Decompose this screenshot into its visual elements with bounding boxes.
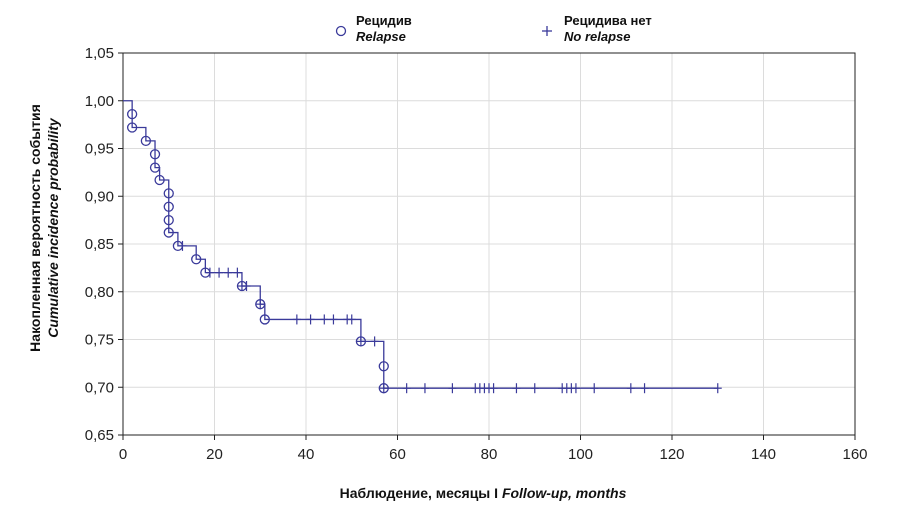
censored-point (320, 314, 329, 325)
censored-point (370, 336, 379, 347)
censored-point (329, 314, 338, 325)
censored-point (402, 383, 411, 394)
axes (118, 52, 856, 440)
legend-no-relapse-label: Рецидива нет (564, 13, 652, 28)
censored-point (640, 383, 649, 394)
y-axis-label-line2: Cumulative incidence probability (45, 117, 61, 338)
relapse-point (163, 227, 174, 238)
censored-point (224, 267, 233, 278)
x-tick-label: 20 (206, 446, 223, 463)
x-tick-label: 0 (119, 446, 127, 463)
y-tick-label: 1,05 (85, 45, 114, 62)
grid-lines (123, 53, 855, 435)
relapse-point (163, 201, 174, 212)
markers (126, 108, 722, 394)
censored-point (512, 383, 521, 394)
x-tick-label: 100 (568, 446, 593, 463)
censored-point (233, 267, 242, 278)
legend-no-relapse-label-italic: No relapse (564, 29, 630, 44)
legend-circle-marker (335, 25, 347, 37)
x-tick-label: 60 (389, 446, 406, 463)
y-tick-label: 0,85 (85, 236, 114, 253)
relapse-point (140, 135, 152, 147)
y-axis-label: Накопленная вероятность события Cumulati… (27, 104, 61, 352)
relapse-point (259, 314, 270, 325)
x-axis-label-italic: Follow-up, months (502, 485, 627, 501)
relapse-point (126, 108, 138, 120)
y-tick-label: 0,75 (85, 332, 114, 349)
censored-point (292, 314, 301, 325)
relapse-point (126, 122, 138, 133)
x-tick-label: 40 (298, 446, 315, 463)
y-tick-label: 0,90 (85, 188, 114, 205)
censored-point (356, 336, 365, 347)
censored-point (178, 240, 187, 251)
relapse-point (154, 174, 165, 186)
censored-point (215, 267, 224, 278)
relapse-point (191, 254, 202, 265)
censored-point (379, 383, 388, 394)
y-tick-labels: 0,65 0,70 0,75 0,80 0,85 0,90 0,95 1,00 1,05 (85, 45, 114, 444)
x-axis-label: Наблюдение, месяцы I Follow-up, months (340, 485, 627, 501)
x-tick-labels: 0 20 40 60 80 100 120 140 160 (119, 446, 868, 463)
relapse-point (149, 149, 161, 160)
y-tick-label: 1,00 (85, 93, 114, 110)
legend-plus-marker (542, 26, 552, 36)
censored-point (256, 299, 265, 310)
censored-point (626, 383, 635, 394)
legend-relapse-label-italic: Relapse (356, 29, 406, 44)
x-tick-label: 140 (751, 446, 776, 463)
y-tick-label: 0,80 (85, 284, 114, 301)
y-tick-label: 0,70 (85, 379, 114, 396)
relapse-point (378, 361, 389, 372)
censored-point (448, 383, 457, 394)
x-axis-label-main: Наблюдение, месяцы I (340, 485, 502, 501)
censored-point (590, 383, 599, 394)
censored-point (347, 314, 356, 325)
y-tick-label: 0,65 (85, 427, 114, 444)
censored-point (713, 383, 722, 394)
censored-point (205, 267, 214, 278)
legend-relapse-label: Рецидив (356, 13, 412, 28)
censored-point (420, 383, 429, 394)
censored-point (571, 383, 580, 394)
legend: Рецидив Relapse Рецидива нет No relapse (335, 13, 652, 44)
relapse-point (163, 188, 174, 199)
y-axis-label-line1: Накопленная вероятность события (27, 104, 43, 352)
censored-point (530, 383, 539, 394)
censored-point (489, 383, 498, 394)
x-tick-label: 80 (481, 446, 498, 463)
censored-point (306, 314, 315, 325)
x-tick-label: 160 (842, 446, 867, 463)
y-tick-label: 0,95 (85, 141, 114, 158)
relapse-point (149, 162, 161, 173)
relapse-point (163, 214, 174, 226)
x-tick-label: 120 (659, 446, 684, 463)
censored-point (242, 281, 251, 292)
